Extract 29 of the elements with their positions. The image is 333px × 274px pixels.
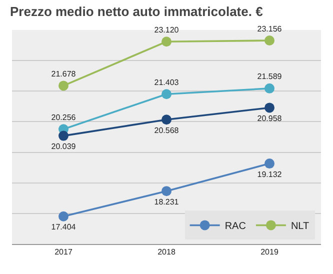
- data-label: 20.958: [257, 114, 282, 123]
- x-tick-label: 2017: [54, 248, 73, 257]
- point: [264, 158, 274, 169]
- data-label: 17.404: [51, 222, 76, 232]
- chart-title: Prezzo medio netto auto immatricolate. €: [10, 4, 263, 19]
- data-label: 19.132: [257, 170, 282, 179]
- point: [58, 130, 68, 141]
- point: [58, 211, 68, 222]
- data-label: 20.568: [154, 126, 180, 135]
- data-label: 18.231: [154, 197, 180, 206]
- data-label: 21.589: [257, 72, 282, 82]
- point: [264, 102, 274, 113]
- point: [58, 80, 68, 91]
- x-tick-label: 2019: [260, 248, 279, 257]
- data-label: 21.403: [154, 78, 180, 87]
- point: [264, 83, 274, 94]
- data-label: 23.120: [154, 25, 180, 34]
- point: [162, 114, 172, 125]
- data-label: 23.156: [257, 24, 282, 34]
- point: [162, 89, 172, 100]
- legend-label: NLT: [290, 221, 310, 232]
- data-label: 20.256: [51, 112, 76, 122]
- data-label: 21.678: [51, 69, 76, 78]
- point: [162, 186, 172, 196]
- data-label: 20.039: [51, 142, 76, 152]
- point: [264, 36, 274, 46]
- point: [162, 36, 172, 47]
- x-tick-label: 2018: [158, 248, 176, 257]
- legend-label: RAC: [224, 221, 246, 232]
